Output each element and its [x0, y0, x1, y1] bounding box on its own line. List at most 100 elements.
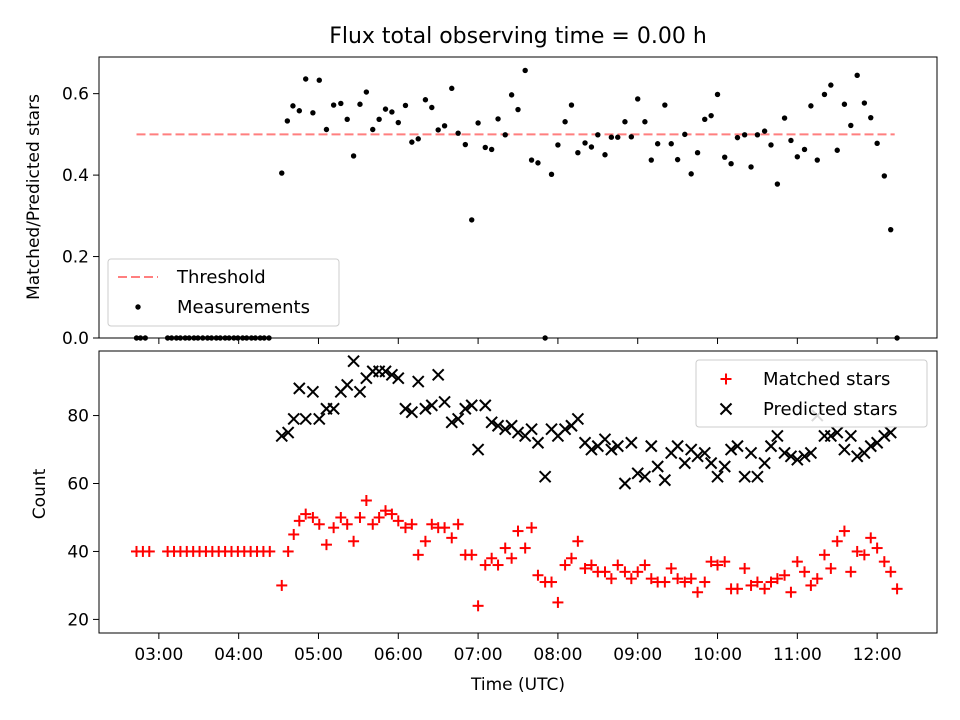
y-tick-label: 80: [67, 407, 89, 427]
predicted-star-point: [471, 443, 485, 456]
y-tick-label: 40: [67, 542, 89, 562]
cross-stroke: [479, 399, 492, 412]
matched-star-point: [293, 515, 305, 527]
matched-star-point: [679, 576, 691, 588]
cross-stroke: [824, 429, 838, 443]
measurement-point: [330, 102, 337, 108]
matched-star-point: [313, 518, 325, 530]
matched-star-point: [878, 556, 890, 568]
cross-stroke: [578, 436, 592, 449]
measurement-point: [635, 96, 641, 102]
measurement-point: [568, 102, 575, 108]
matched-star-point: [858, 549, 870, 561]
measurement-point: [370, 126, 376, 133]
measurement-point: [821, 91, 828, 98]
predicted-star-point: [631, 467, 644, 480]
predicted-star-point: [419, 402, 432, 415]
cross-stroke: [719, 402, 733, 416]
matched-star-point: [335, 511, 347, 523]
measurement-point: [588, 144, 595, 150]
cross-stroke: [618, 477, 632, 490]
measurement-point: [441, 123, 448, 129]
measurement-point: [868, 114, 874, 121]
top-plot-frame: [98, 56, 938, 339]
measurement-point: [323, 126, 330, 133]
predicted-star-point: [618, 477, 632, 490]
matched-star-point: [672, 573, 684, 585]
cross-stroke: [804, 446, 818, 460]
predicted-star-point: [738, 470, 751, 483]
predicted-star-point: [778, 446, 791, 460]
matched-star-point: [386, 508, 398, 520]
cross-stroke: [791, 453, 804, 466]
matched-star-point: [885, 566, 897, 578]
x-tick-label: 07:00: [454, 645, 503, 665]
legend-measurements-swatch: [135, 304, 141, 310]
measurement-point: [622, 119, 628, 125]
matched-star-point: [771, 573, 783, 585]
predicted-star-point: [438, 395, 451, 409]
matched-star-point: [751, 576, 763, 588]
measurement-point: [841, 101, 848, 107]
cross-stroke: [764, 439, 778, 453]
predicted-star-point: [491, 419, 505, 432]
predicted-star-point: [878, 429, 891, 443]
matched-star-point: [492, 559, 504, 571]
cross-stroke: [585, 443, 598, 456]
top-panel: 0.0 0.2 0.4 0.6 Matched/Predicted stars Thr…: [24, 56, 938, 349]
cross-stroke: [499, 422, 512, 436]
cross-stroke: [558, 422, 572, 436]
measurement-point: [861, 100, 868, 106]
matched-star-point: [805, 579, 817, 591]
y-tick-label: 0.2: [62, 248, 89, 268]
measurement-point: [495, 116, 501, 122]
top-legend: Threshold Measurements: [107, 258, 340, 327]
matched-star-point: [599, 566, 611, 578]
matched-star-point: [466, 549, 478, 561]
cross-stroke: [392, 371, 405, 385]
cross-stroke: [485, 416, 498, 429]
x-tick-label: 06:00: [374, 645, 423, 665]
measurement-point: [648, 157, 654, 163]
matched-star-point: [851, 545, 863, 557]
measurement-point: [382, 106, 389, 112]
predicted-star-point: [731, 439, 744, 453]
predicted-star-point: [385, 368, 399, 381]
predicted-star-point: [531, 436, 545, 449]
predicted-star-point: [341, 378, 354, 392]
cross-stroke: [844, 429, 858, 443]
legend-matched-swatch: [720, 373, 732, 385]
matched-star-point: [799, 566, 811, 578]
cross-stroke: [465, 399, 478, 412]
measurement-point: [654, 141, 661, 147]
matched-star-point: [825, 562, 837, 574]
matched-star-point: [392, 515, 404, 527]
matched-star-point: [579, 562, 591, 574]
predicted-star-point: [724, 443, 738, 456]
cross-stroke: [525, 422, 538, 436]
measurement-point: [748, 164, 754, 170]
predicted-star-point: [611, 439, 624, 453]
predicted-star-point: [844, 429, 858, 443]
matched-star-point: [605, 573, 617, 585]
cross-stroke: [341, 378, 354, 392]
predicted-star-point: [399, 402, 412, 415]
measurement-point: [316, 77, 322, 83]
measurement-point: [761, 128, 768, 134]
cross-stroke: [511, 426, 525, 439]
measurement-point: [801, 146, 808, 153]
cross-stroke: [738, 470, 751, 483]
measurement-point: [774, 181, 781, 187]
predicted-star-point: [658, 473, 672, 487]
matched-star-point: [341, 518, 353, 530]
x-tick-label: 03:00: [134, 645, 183, 665]
matched-star-point: [367, 518, 379, 530]
y-tick-label: 20: [67, 610, 89, 630]
measurement-point: [415, 136, 421, 142]
measurement-point: [628, 134, 635, 140]
matched-star-point: [572, 535, 584, 547]
cross-stroke: [327, 402, 340, 415]
predicted-star-point: [299, 412, 312, 426]
y-tick-label: 60: [67, 475, 89, 495]
matched-star-point: [307, 511, 319, 523]
